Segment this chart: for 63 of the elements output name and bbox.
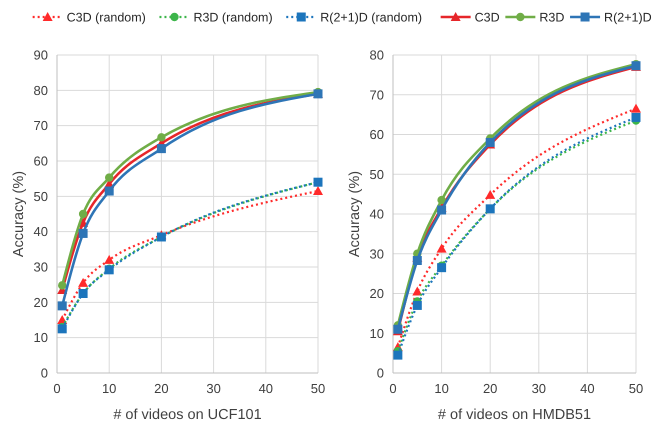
point [104, 186, 114, 196]
point [78, 278, 88, 287]
y-tick-label: 40 [370, 206, 384, 222]
x-tick-label: 30 [532, 381, 546, 396]
x-tick-label: 20 [482, 381, 498, 396]
x-tick-label: 0 [53, 381, 61, 396]
point [485, 190, 496, 199]
point [631, 104, 641, 113]
y-tick-label: 0 [376, 366, 384, 381]
y-tick-label: 70 [34, 118, 48, 134]
point [157, 133, 166, 142]
y-tick-label: 30 [370, 246, 384, 262]
y-tick-label: 60 [34, 154, 48, 169]
y-tick-label: 50 [370, 166, 384, 182]
point [437, 263, 446, 272]
legend-label: R(2+1)D [604, 10, 652, 24]
point [412, 286, 422, 296]
y-tick-label: 70 [370, 87, 384, 102]
y-tick-label: 10 [34, 330, 48, 346]
point [58, 281, 66, 290]
point [632, 112, 640, 122]
point [58, 301, 67, 310]
x-tick-label: 50 [310, 381, 326, 396]
legend-label: C3D (random) [66, 10, 146, 24]
point [105, 173, 114, 182]
x-tick-label: 10 [434, 381, 449, 396]
legend-label: R3D [539, 10, 564, 24]
y-axis-title: Accuracy (%) [347, 170, 363, 258]
point [412, 300, 422, 310]
x-tick-label: 40 [580, 381, 595, 396]
point [393, 350, 402, 360]
point [437, 206, 446, 215]
x-axis-title: # of videos on HMDB51 [438, 407, 592, 423]
point [437, 196, 446, 204]
legend-label: R(2+1)D (random) [320, 10, 422, 24]
y-tick-label: 90 [34, 48, 48, 63]
y-axis-title: Accuracy (%) [11, 170, 27, 258]
y-tick-label: 80 [370, 48, 384, 63]
x-tick-label: 0 [389, 381, 397, 396]
point [78, 210, 88, 218]
legend-label: R3D (random) [193, 10, 273, 24]
x-axis-title: # of videos on UCF101 [113, 407, 262, 423]
point [104, 254, 114, 264]
y-tick-label: 50 [34, 188, 48, 204]
point [156, 144, 166, 154]
y-tick-label: 40 [34, 224, 48, 240]
point [313, 186, 323, 196]
legend-label: C3D [474, 10, 500, 24]
y-tick-label: 10 [370, 326, 384, 341]
y-tick-label: 80 [34, 82, 48, 98]
y-tick-label: 20 [370, 286, 384, 302]
point [412, 256, 422, 266]
point [436, 244, 447, 253]
x-tick-label: 30 [206, 381, 221, 396]
y-tick-label: 20 [34, 294, 48, 310]
y-tick-label: 30 [34, 260, 48, 275]
x-tick-label: 40 [258, 381, 274, 396]
x-tick-label: 20 [154, 381, 169, 396]
x-tick-label: 50 [628, 381, 644, 396]
y-tick-label: 0 [40, 366, 48, 381]
y-tick-label: 60 [370, 127, 384, 142]
point [78, 228, 88, 238]
x-tick-label: 10 [102, 381, 116, 396]
